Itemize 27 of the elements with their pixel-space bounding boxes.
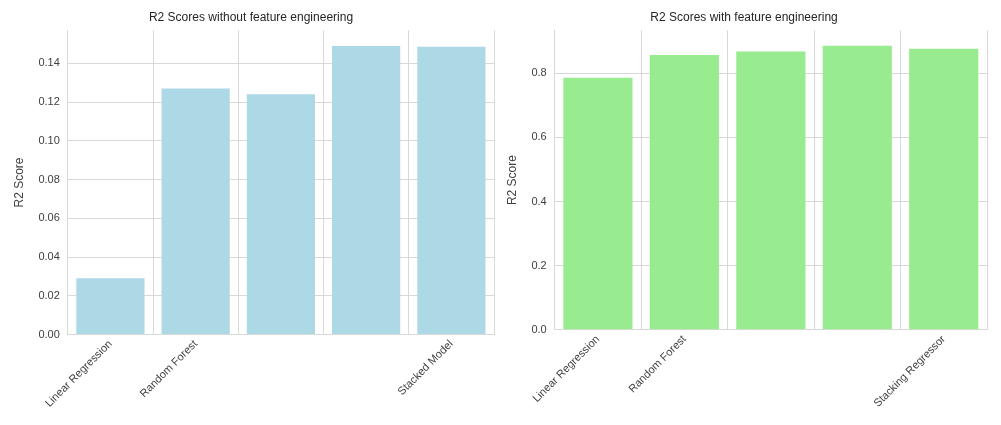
- bar: [909, 48, 979, 330]
- y-tick-label: 0.14: [38, 56, 60, 69]
- chart-title: R2 Scores without feature engineering: [148, 9, 354, 24]
- y-tick-label: 0.0: [531, 322, 547, 335]
- y-axis-title: R2 Score: [11, 157, 26, 208]
- y-tick-label: 0.8: [531, 66, 547, 79]
- bar: [736, 51, 806, 330]
- y-tick-label: 0.00: [38, 327, 60, 340]
- y-tick-label: 0.06: [38, 211, 60, 224]
- bar: [563, 77, 633, 330]
- bar: [332, 45, 401, 335]
- y-tick-label: 0.4: [531, 194, 547, 207]
- y-tick-label: 0.02: [38, 288, 60, 301]
- bar: [246, 94, 315, 335]
- chart-title: R2 Scores with feature engineering: [650, 9, 838, 24]
- y-tick-label: 0.12: [38, 95, 60, 108]
- bar: [822, 45, 892, 330]
- y-tick-label: 0.10: [38, 133, 60, 146]
- y-tick-label: 0.08: [38, 172, 60, 185]
- y-tick-label: 0.04: [38, 250, 60, 263]
- bar: [649, 55, 719, 330]
- y-axis-title: R2 Score: [504, 154, 519, 206]
- y-tick-label: 0.2: [531, 258, 547, 271]
- bar: [417, 46, 486, 335]
- bar: [161, 88, 230, 335]
- y-tick-label: 0.6: [531, 130, 547, 143]
- bar: [76, 278, 145, 335]
